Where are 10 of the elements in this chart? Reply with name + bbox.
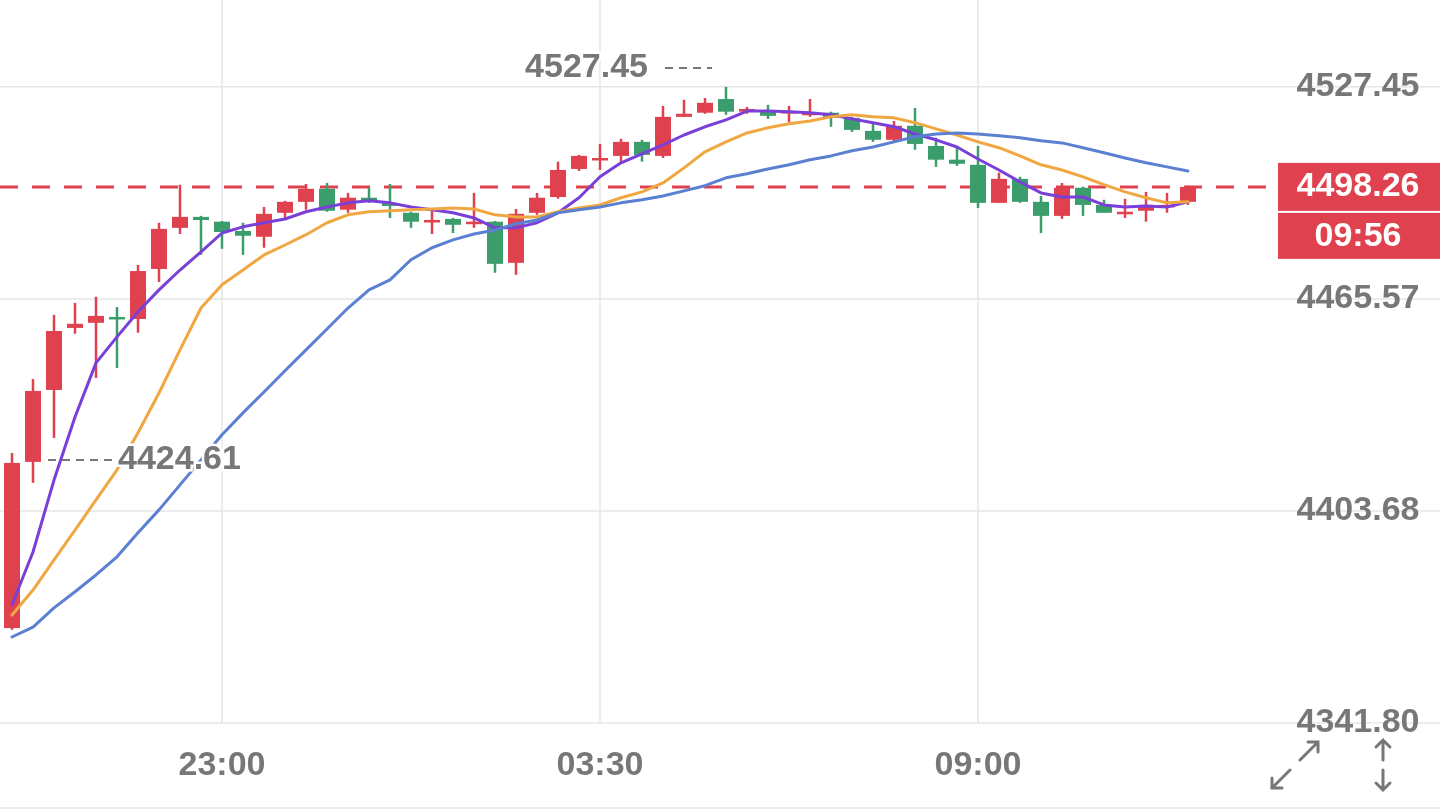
y-tick-label: 4403.68 [1296, 488, 1420, 527]
x-tick-label: 09:00 [934, 743, 1022, 782]
y-tick-label: 4341.80 [1296, 700, 1420, 739]
y-tick-label: 4465.57 [1296, 276, 1420, 315]
text: 09:56 [1314, 214, 1402, 253]
x-tick-label: 03:30 [556, 743, 644, 782]
annotation: 4527.45 [525, 45, 648, 84]
y-tick-label: 4527.45 [1296, 64, 1420, 103]
x-tick-label: 23:00 [178, 743, 266, 782]
ref-line-label: 4498.26 [1296, 164, 1420, 203]
